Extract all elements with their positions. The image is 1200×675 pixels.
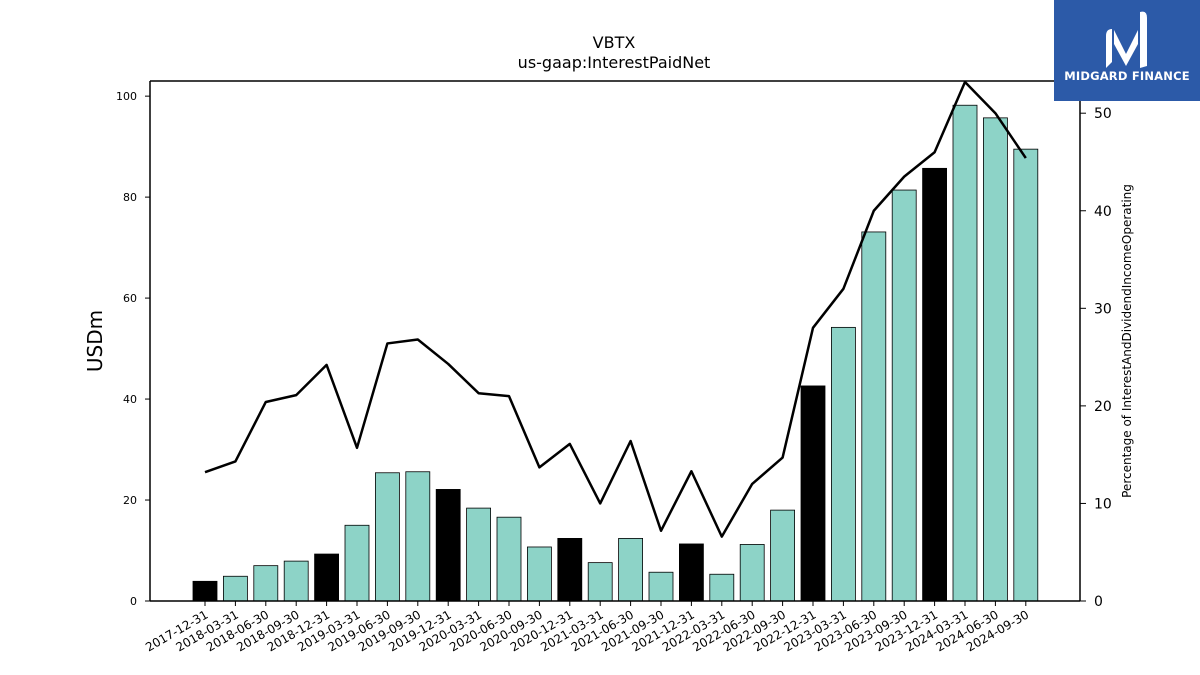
brand-name: MIDGARD FINANCE [1064, 69, 1190, 83]
chart-title: VBTX [593, 33, 636, 52]
y2-tick-label: 50 [1094, 106, 1112, 122]
bar-2022-12-31 [800, 385, 826, 602]
bar-2021-12-31 [679, 543, 704, 602]
bar-2022-06-30 [739, 544, 765, 602]
bar-2018-12-31 [314, 553, 340, 602]
y-tick-label: 0 [130, 595, 137, 608]
logo-icon [1106, 11, 1147, 69]
bar-2020-03-31 [466, 507, 492, 602]
y-axis-label: USDm [83, 310, 107, 372]
chart-subtitle: us-gaap:InterestPaidNet [518, 53, 711, 72]
bar-2023-06-30 [861, 231, 887, 602]
bar-2024-03-31 [952, 104, 978, 602]
bar-2019-06-30 [374, 472, 400, 602]
y-tick-label: 40 [123, 393, 137, 406]
brand-logo: MIDGARD FINANCE [1054, 0, 1200, 101]
bar-2017-12-31 [192, 580, 218, 602]
y2-tick-label: 30 [1094, 301, 1112, 317]
y-tick-label: 80 [123, 191, 137, 204]
y2-axis-label: Percentage of InterestAndDividendIncomeO… [1120, 184, 1134, 498]
percentage-line [204, 80, 1027, 538]
bar-2020-09-30 [527, 546, 552, 602]
bar-2020-06-30 [496, 516, 522, 602]
bar-2023-03-31 [831, 326, 856, 602]
line-series [204, 80, 1027, 538]
bar-2021-03-31 [587, 562, 613, 602]
bar-2022-09-30 [770, 509, 795, 602]
bar-series [192, 104, 1039, 602]
y2-tick-label: 10 [1094, 496, 1112, 512]
bar-2019-03-31 [344, 524, 370, 602]
bar-2019-09-30 [405, 471, 431, 602]
bar-2020-12-31 [557, 537, 583, 602]
bar-2022-03-31 [709, 573, 735, 602]
y2-tick-label: 20 [1094, 399, 1112, 415]
bar-2023-09-30 [891, 189, 917, 602]
bar-2021-09-30 [648, 571, 674, 602]
y2-tick-label: 0 [1094, 594, 1103, 610]
y-tick-label: 100 [116, 90, 137, 103]
bar-2024-09-30 [1013, 148, 1039, 602]
y2-tick-label: 40 [1094, 204, 1112, 220]
bar-2023-12-31 [922, 167, 947, 602]
bar-2019-12-31 [435, 489, 461, 602]
bar-2018-03-31 [222, 575, 248, 602]
bar-2024-06-30 [983, 117, 1008, 602]
bar-2018-06-30 [253, 565, 279, 602]
bar-2021-06-30 [618, 537, 643, 602]
y-tick-label: 60 [123, 292, 137, 305]
bar-2018-09-30 [283, 560, 309, 602]
y-tick-label: 20 [123, 494, 137, 507]
